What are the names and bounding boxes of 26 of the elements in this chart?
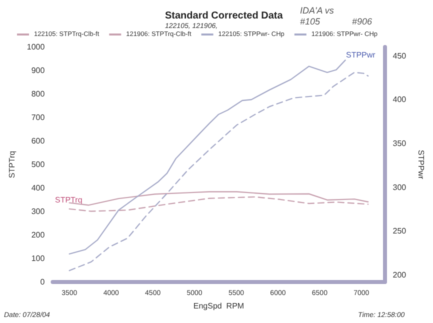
- y2-tick-label: 400: [392, 95, 407, 104]
- y-tick-label: 700: [31, 113, 46, 122]
- y2-tick-label: 450: [392, 51, 407, 60]
- x-axis-title: EngSpd RPM: [193, 301, 244, 310]
- annotation: STPPwr: [346, 50, 376, 60]
- annotation: STPTrq: [55, 196, 82, 204]
- y-tick-label: 600: [31, 136, 46, 146]
- y-tick-label: 900: [31, 66, 46, 75]
- text: #906: [352, 16, 372, 26]
- y-axis-title: STPTrq: [8, 150, 16, 178]
- y2-tick-label: 350: [392, 138, 407, 148]
- y-tick-label: 1000: [26, 42, 46, 52]
- text: #105: [300, 16, 322, 26]
- y-tick-label: 500: [31, 160, 46, 169]
- y2-tick-label: 200: [392, 270, 407, 280]
- y-tick-label: 200: [31, 230, 46, 240]
- y-tick-label: 100: [31, 254, 46, 263]
- y2-axis-title: STPPwr: [416, 150, 426, 180]
- y-tick-label: 300: [31, 207, 46, 216]
- text: IDA'A vs: [300, 6, 334, 16]
- y-tick-label: 0: [40, 278, 46, 286]
- chart-title: Standard Corrected Data: [165, 10, 284, 22]
- y2-tick-label: 300: [392, 182, 407, 192]
- y2-tick-label: 250: [392, 226, 407, 236]
- y-tick-label: 800: [31, 90, 46, 98]
- y-tick-label: 400: [31, 184, 46, 192]
